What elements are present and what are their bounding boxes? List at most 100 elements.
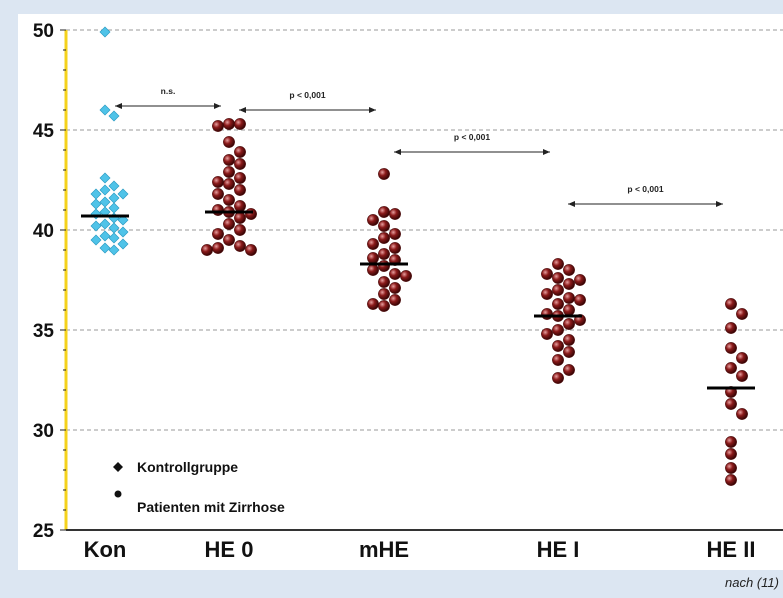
- data-point-patient: [212, 188, 224, 200]
- legend: Kontrollgruppe Patienten mit Zirrhose: [113, 459, 285, 515]
- data-point-patient: [725, 342, 737, 354]
- comparison-arrowhead-left: [394, 149, 401, 155]
- data-point-patient: [245, 244, 257, 256]
- data-point-patient: [367, 264, 379, 276]
- y-tick-label: 25: [33, 521, 55, 542]
- y-tick-label: 50: [33, 21, 54, 42]
- gridlines: [66, 29, 783, 431]
- data-point-control: [90, 198, 102, 210]
- data-point-control: [117, 238, 129, 250]
- data-point-patient: [552, 284, 564, 296]
- comparison-arrowhead-right: [214, 103, 221, 109]
- y-tick-label: 40: [33, 221, 54, 242]
- data-point-patient: [223, 154, 235, 166]
- data-point-control: [108, 202, 120, 214]
- data-point-patient: [552, 372, 564, 384]
- data-point-patient: [212, 242, 224, 254]
- y-tick-labels: 25 30 35 40 45 50: [33, 21, 55, 542]
- data-point-patient: [234, 158, 246, 170]
- data-point-patient: [563, 334, 575, 346]
- data-point-patient: [234, 146, 246, 158]
- data-point-control: [108, 244, 120, 256]
- data-point-patient: [552, 258, 564, 270]
- data-point-patient: [563, 278, 575, 290]
- comparison-arrowhead-right: [369, 107, 376, 113]
- legend-diamond-icon: [113, 462, 123, 472]
- data-point-control: [108, 232, 120, 244]
- data-point-patient: [378, 276, 390, 288]
- data-point-patient: [400, 270, 412, 282]
- data-point-patient: [736, 408, 748, 420]
- x-tick-label: HE 0: [205, 537, 254, 562]
- data-point-patient: [541, 268, 553, 280]
- data-point-patient: [378, 220, 390, 232]
- data-point-patient: [389, 208, 401, 220]
- data-point-patient: [234, 118, 246, 130]
- data-point-patient: [563, 364, 575, 376]
- data-point-patient: [212, 120, 224, 132]
- data-point-control: [99, 104, 111, 116]
- data-point-patient: [563, 304, 575, 316]
- plot-frame: [18, 14, 783, 570]
- data-point-patient: [552, 324, 564, 336]
- data-point-patient: [378, 300, 390, 312]
- data-point-patient: [367, 252, 379, 264]
- data-point-patient: [234, 184, 246, 196]
- legend-dot-icon: [114, 490, 122, 498]
- data-point-patient: [223, 136, 235, 148]
- data-point-patient: [378, 248, 390, 260]
- data-point-control: [108, 222, 120, 234]
- comparison-label: p < 0,001: [454, 132, 490, 142]
- source-note: nach (11): [725, 575, 779, 590]
- data-point-patient: [725, 462, 737, 474]
- data-point-patient: [234, 224, 246, 236]
- data-point-patient: [389, 282, 401, 294]
- data-point-patient: [223, 166, 235, 178]
- data-point-patient: [541, 288, 553, 300]
- data-point-patient: [234, 212, 246, 224]
- data-point-patient: [736, 352, 748, 364]
- data-point-patient: [234, 172, 246, 184]
- data-point-patient: [563, 346, 575, 358]
- data-point-patient: [367, 298, 379, 310]
- comparison-label: n.s.: [161, 86, 176, 96]
- data-point-control: [108, 110, 120, 122]
- comparison-arrowhead-right: [543, 149, 550, 155]
- data-point-control: [99, 184, 111, 196]
- data-point-patient: [736, 308, 748, 320]
- data-point-patient: [736, 370, 748, 382]
- x-tick-label: mHE: [359, 537, 409, 562]
- data-point-control: [99, 196, 111, 208]
- data-point-patient: [563, 318, 575, 330]
- y-axis: [60, 29, 783, 531]
- x-tick-label: Kon: [84, 537, 127, 562]
- data-point-patient: [574, 294, 586, 306]
- comparison-arrowhead-left: [239, 107, 246, 113]
- data-point-control: [99, 26, 111, 38]
- data-point-patient: [725, 362, 737, 374]
- data-point-control: [117, 188, 129, 200]
- x-tick-labels: Kon HE 0 mHE HE I HE II: [84, 537, 756, 562]
- data-point-patient: [725, 448, 737, 460]
- data-point-patient: [367, 238, 379, 250]
- data-point-patient: [234, 240, 246, 252]
- data-point-patient: [552, 340, 564, 352]
- x-tick-label: HE II: [707, 537, 756, 562]
- data-point-patient: [552, 298, 564, 310]
- data-point-patient: [389, 228, 401, 240]
- y-tick-label: 30: [33, 421, 54, 442]
- y-tick-label: 45: [33, 121, 55, 142]
- data-point-patient: [389, 268, 401, 280]
- data-point-patient: [552, 272, 564, 284]
- data-point-patient: [541, 308, 553, 320]
- data-point-patient: [378, 288, 390, 300]
- comparison-arrowhead-left: [115, 103, 122, 109]
- data-point-patient: [212, 204, 224, 216]
- control-group-points: [90, 26, 129, 256]
- comparison-annotations: n.s. p < 0,001 p < 0,001 p < 0,001: [115, 86, 723, 207]
- data-point-patient: [378, 206, 390, 218]
- data-point-patient: [541, 328, 553, 340]
- data-point-patient: [378, 260, 390, 272]
- data-point-patient: [725, 436, 737, 448]
